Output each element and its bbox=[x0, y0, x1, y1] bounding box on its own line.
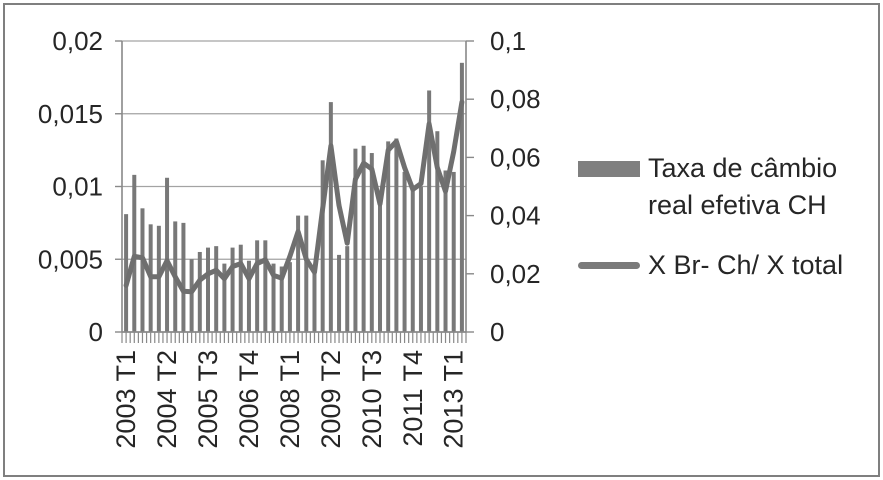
bar bbox=[279, 266, 284, 332]
bar bbox=[328, 102, 333, 332]
x-axis-tick-label: 2005 T3 bbox=[193, 350, 223, 449]
legend-line-swatch bbox=[578, 262, 640, 269]
x-axis-tick-label: 2011 T4 bbox=[398, 350, 428, 447]
bar bbox=[418, 186, 423, 332]
bar bbox=[271, 263, 276, 332]
x-axis-tick-label: 2009 T2 bbox=[316, 350, 346, 449]
bar bbox=[459, 62, 464, 332]
bar bbox=[353, 148, 358, 332]
bar bbox=[189, 259, 194, 332]
figure-border bbox=[3, 3, 880, 477]
bar bbox=[369, 153, 374, 332]
bar bbox=[206, 247, 210, 332]
bar bbox=[394, 138, 399, 332]
y-axis-right-tick-label: 0,08 bbox=[490, 84, 541, 114]
legend-bar-swatch bbox=[578, 161, 640, 177]
bar bbox=[263, 240, 268, 332]
legend-item-bar-series: Taxa de câmbio real efetiva CH bbox=[578, 150, 878, 224]
chart-legend: Taxa de câmbio real efetiva CH X Br- Ch/… bbox=[578, 150, 878, 284]
bar bbox=[246, 260, 251, 332]
legend-line-label: X Br- Ch/ X total bbox=[648, 250, 844, 280]
x-axis-tick-label: 2006 T4 bbox=[234, 350, 264, 449]
y-axis-right-tick-label: 0,06 bbox=[490, 142, 541, 172]
bar bbox=[230, 247, 235, 332]
bar bbox=[140, 208, 145, 332]
bar bbox=[345, 246, 350, 332]
bar bbox=[214, 246, 219, 332]
bar bbox=[386, 141, 391, 332]
bar bbox=[320, 160, 325, 332]
y-axis-left-tick-label: 0,01 bbox=[52, 172, 103, 202]
bar bbox=[132, 174, 137, 332]
bar bbox=[238, 244, 243, 332]
bar bbox=[255, 240, 260, 332]
bar bbox=[296, 215, 301, 332]
bar bbox=[427, 90, 432, 332]
y-axis-left-tick-label: 0,005 bbox=[38, 244, 103, 274]
legend-bar-label: Taxa de câmbio real efetiva CH bbox=[648, 153, 838, 220]
y-axis-right-tick-label: 0,1 bbox=[490, 26, 526, 56]
x-axis-tick-label: 2010 T3 bbox=[357, 350, 387, 449]
y-axis-right-tick-label: 0 bbox=[490, 317, 504, 347]
y-axis-right-tick-label: 0,02 bbox=[490, 259, 541, 289]
line-series bbox=[123, 99, 465, 295]
y-axis-left-tick-label: 0,02 bbox=[52, 26, 103, 56]
bar bbox=[402, 171, 407, 332]
bar bbox=[124, 214, 129, 332]
x-axis-tick-label: 2003 T1 bbox=[111, 350, 141, 449]
bar bbox=[443, 170, 448, 332]
legend-item-line-series: X Br- Ch/ X total bbox=[578, 247, 878, 284]
bar bbox=[222, 263, 227, 332]
x-axis-tick-label: 2008 T1 bbox=[275, 350, 305, 449]
bar bbox=[378, 203, 382, 332]
bar bbox=[361, 145, 366, 332]
bar bbox=[165, 177, 170, 332]
x-axis-tick-label: 2004 T2 bbox=[152, 350, 182, 449]
bar bbox=[312, 265, 317, 332]
y-axis-right-tick-label: 0,04 bbox=[490, 201, 541, 231]
bar bbox=[197, 251, 202, 332]
y-axis-left-tick-label: 0,015 bbox=[38, 99, 103, 129]
bar bbox=[337, 254, 342, 332]
bar bbox=[181, 222, 186, 332]
x-axis-tick-label: 2013 T1 bbox=[439, 350, 469, 449]
y-axis-left-tick-label: 0 bbox=[89, 317, 103, 347]
bar bbox=[287, 262, 292, 332]
bar bbox=[304, 215, 309, 332]
bar bbox=[451, 171, 456, 332]
bar bbox=[410, 186, 415, 332]
bar bbox=[435, 131, 440, 332]
